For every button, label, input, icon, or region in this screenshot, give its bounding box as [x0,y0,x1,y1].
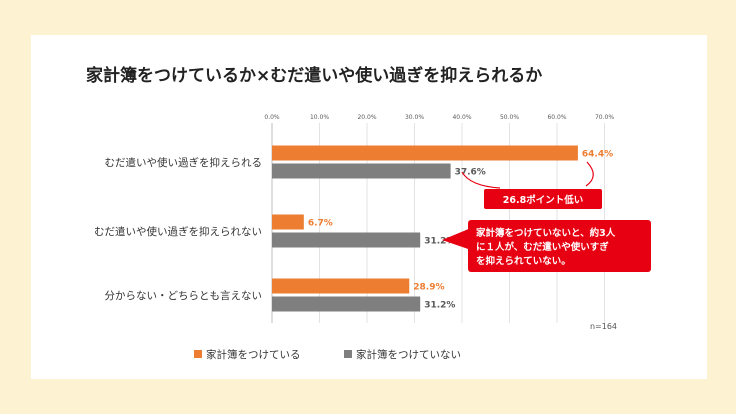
insight-line-3: を抑えられていない。 [476,255,571,267]
x-tick-label: 0.0% [264,114,280,121]
bars [272,145,578,312]
value-label-not-doing: 31.2% [424,301,455,311]
callout-arc-lower [461,171,501,189]
category-label: むだ遣いや使い過ぎを抑えられない [94,225,262,238]
legend-swatch-doing [194,350,202,358]
x-tick-label: 60.0% [547,114,566,121]
legend: 家計簿をつけている 家計簿をつけていない [194,348,461,361]
bar-not-doing [272,163,451,179]
value-label-doing: 6.7% [308,219,333,229]
chart-title: 家計簿をつけているか×むだ遣いや使い過ぎを抑えられるか [86,65,542,86]
legend-label-not-doing: 家計簿をつけていない [356,348,461,361]
value-label-doing: 64.4% [582,150,613,160]
callout-text: 26.8ポイント低い [503,194,583,206]
legend-swatch-not-doing [344,350,352,358]
x-tick-label: 50.0% [500,114,519,121]
legend-label-doing: 家計簿をつけている [206,348,301,361]
x-tick-labels: 0.0% 10.0% 20.0% 30.0% 40.0% 50.0% 60.0% 70.0% [264,114,614,121]
value-labels: 64.4% 37.6% 6.7% 31.2% 28.9% 31.2% [308,150,613,311]
category-label: むだ遣いや使い過ぎを抑えられる [105,156,263,169]
callout-box [484,189,602,209]
category-labels: むだ遣いや使い過ぎを抑えられるむだ遣いや使い過ぎを抑えられない分からない・どちら… [94,156,262,302]
insight-line-1: 家計簿をつけていないと、約3人 [476,227,616,239]
bar-not-doing [272,296,421,312]
callout-arc [585,161,594,187]
value-label-not-doing: 31.2% [424,237,455,247]
category-label: 分からない・どちらとも言えない [105,289,263,302]
bar-not-doing [272,232,421,248]
x-tick-label: 40.0% [452,114,471,121]
x-tick-label: 10.0% [310,114,329,121]
x-tick-label: 20.0% [357,114,376,121]
value-label-doing: 28.9% [413,283,444,293]
insight-callout: 家計簿をつけていないと、約3人 に１人が、むだ遣いや使いすぎ を抑えられていない… [442,220,651,272]
callout-pointer [442,228,471,250]
insight-line-2: に１人が、むだ遣いや使いすぎ [476,241,609,253]
x-tick-label: 30.0% [405,114,424,121]
bar-doing [272,145,578,161]
difference-callout: 26.8ポイント低い [461,161,602,209]
bar-doing [272,278,410,294]
bar-doing [272,214,304,230]
x-tick-label: 70.0% [595,114,614,121]
insight-box [468,220,651,272]
value-label-not-doing: 37.6% [455,168,486,178]
sample-size-note: n=164 [590,322,617,331]
